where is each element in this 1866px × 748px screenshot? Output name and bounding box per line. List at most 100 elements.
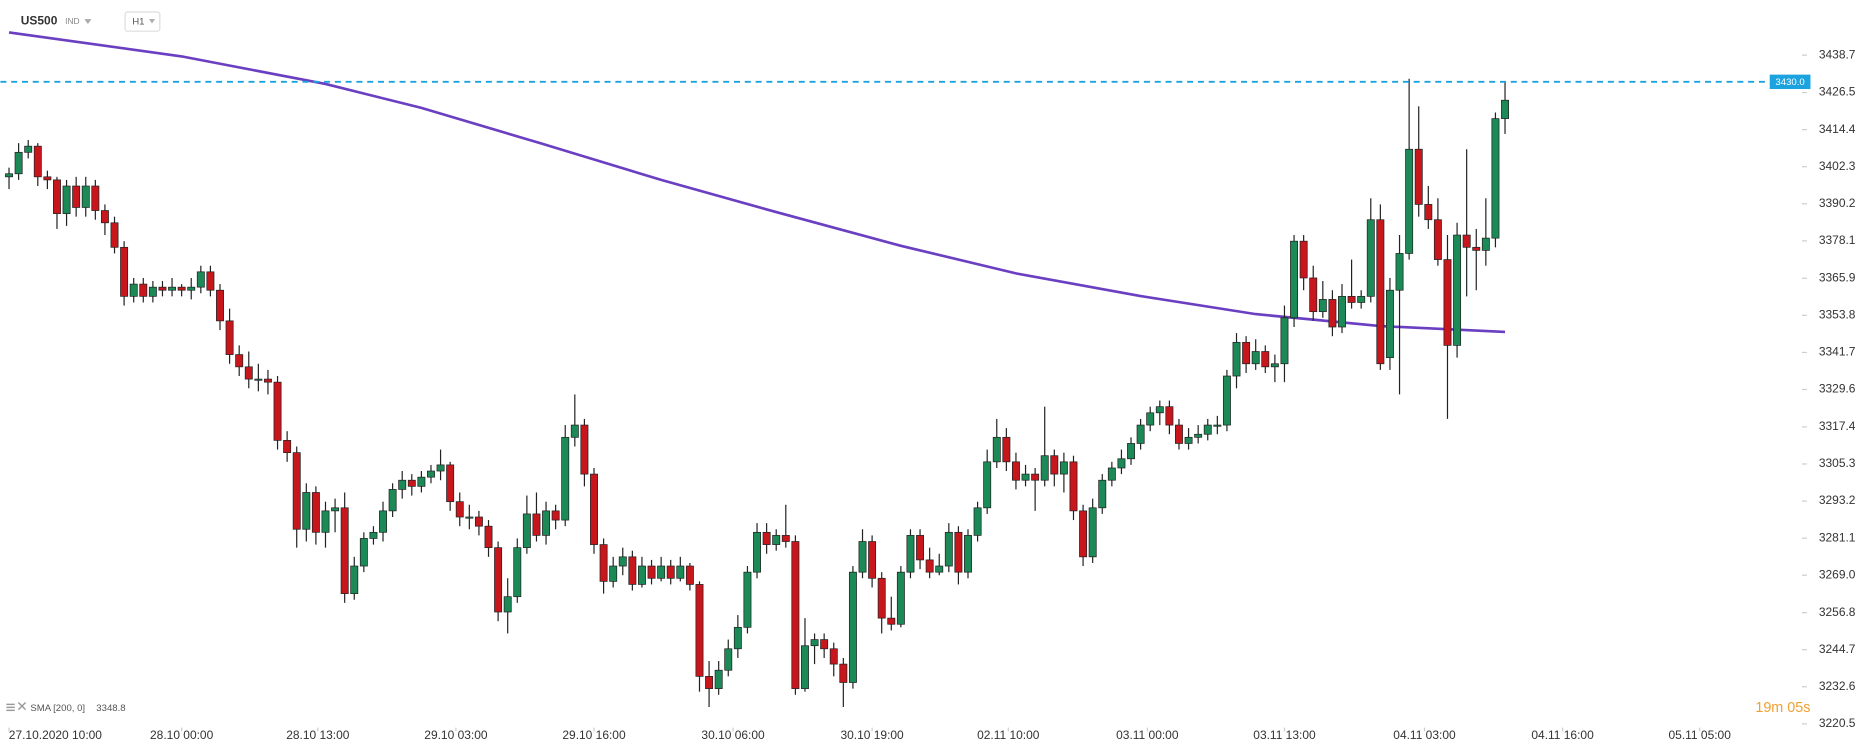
candle-body — [369, 531, 378, 539]
candle-body — [954, 531, 963, 573]
candle-body — [340, 507, 349, 594]
candle-body — [1021, 473, 1030, 481]
candle-body — [1385, 289, 1394, 359]
candle-body — [925, 559, 934, 573]
candle-body — [321, 510, 330, 533]
candle-body — [1424, 204, 1433, 221]
candle-body — [177, 286, 186, 291]
candle-body — [1107, 467, 1116, 481]
candle-body — [829, 648, 838, 665]
candle-body — [1203, 424, 1212, 435]
candle-body — [1414, 148, 1423, 205]
instrument-type: IND — [65, 16, 79, 26]
candle-body — [292, 452, 301, 530]
candle-body — [637, 565, 646, 585]
candle-body — [522, 513, 531, 549]
candle-body — [1318, 299, 1327, 313]
candle-body — [1222, 375, 1231, 426]
candle-body — [187, 286, 196, 291]
x-tick-label: 28.10 00:00 — [150, 728, 214, 742]
indicator-icons[interactable] — [6, 701, 27, 712]
candle-body — [1146, 412, 1155, 426]
candle-body — [772, 535, 781, 545]
candle-body — [532, 513, 541, 536]
candle-body — [906, 535, 915, 573]
candle-countdown: 19m 05s — [1755, 700, 1810, 716]
candle-body — [62, 185, 71, 214]
y-tick-label: 3414.4 — [1819, 122, 1856, 136]
candle-body — [820, 639, 829, 650]
candle-body — [148, 286, 157, 297]
candle-body — [244, 366, 253, 380]
candle-body — [1127, 443, 1135, 460]
candle-body — [1309, 277, 1318, 313]
candle-body — [1462, 234, 1471, 248]
candle-body — [379, 510, 387, 533]
y-tick-label: 3220.5 — [1819, 716, 1856, 730]
candle-body — [570, 424, 579, 438]
x-tick-label: 27.10.2020 10:00 — [9, 728, 103, 742]
candle-body — [1050, 455, 1059, 475]
sma-line — [8, 31, 1506, 334]
y-tick-label: 3293.2 — [1819, 493, 1856, 507]
close-icon — [17, 701, 27, 711]
candle-body — [465, 516, 474, 519]
candle-body — [762, 531, 771, 545]
candle-body — [436, 464, 445, 472]
candle-body — [1472, 246, 1481, 251]
y-tick-label: 3365.9 — [1819, 270, 1856, 284]
x-tick-label: 04.11 16:00 — [1531, 728, 1594, 742]
plot-area: 3438.7 3426.5 3414.4 3402.3 3390.2 3378.1 3365… — [0, 31, 1856, 742]
candle-body — [398, 479, 407, 490]
x-tick-label: 03.11 13:00 — [1253, 728, 1316, 742]
candle-body — [1270, 363, 1279, 368]
candle-body — [388, 489, 397, 512]
candle-body — [561, 436, 570, 521]
candle-body — [896, 571, 905, 625]
candle-body — [868, 541, 877, 579]
candle-body — [916, 535, 925, 561]
candle-body — [1501, 99, 1509, 119]
y-tick-label: 3232.6 — [1819, 679, 1856, 693]
candle-body — [359, 538, 368, 567]
candle-body — [1357, 295, 1366, 303]
candle-body — [1261, 351, 1270, 368]
candle-body — [685, 565, 694, 585]
timeframe-button[interactable] — [124, 11, 161, 32]
y-tick-label: 3390.2 — [1819, 196, 1856, 210]
icon — [6, 703, 15, 706]
y-tick-label: 3305.3 — [1819, 456, 1856, 470]
candle-body — [311, 492, 320, 533]
candle-body — [1491, 118, 1500, 239]
candle-body — [5, 173, 13, 178]
candle-body — [1117, 458, 1126, 469]
candle-body — [542, 510, 551, 536]
candle-body — [484, 525, 493, 549]
x-tick-label: 28.10 13:00 — [286, 728, 350, 742]
candle-body — [24, 145, 33, 153]
candle-body — [1242, 341, 1251, 365]
x-tick-label: 29.10 03:00 — [424, 728, 488, 742]
candle-body — [33, 145, 42, 178]
y-tick-label: 3269.0 — [1819, 567, 1856, 581]
candle-body — [1366, 219, 1375, 297]
y-tick-label: 3341.7 — [1819, 345, 1856, 359]
candle-body — [935, 565, 944, 573]
indicator-value: 3348.8 — [96, 703, 125, 714]
candle-body — [235, 354, 244, 368]
dropdown-arrow[interactable] — [84, 19, 92, 24]
candle-body — [1031, 473, 1040, 481]
candle-body — [494, 547, 503, 613]
candle-body — [1069, 461, 1078, 512]
candle-body — [417, 476, 426, 487]
indicator-name: SMA — [30, 703, 51, 714]
y-tick-label: 3402.3 — [1819, 159, 1856, 173]
candle-body — [676, 565, 685, 579]
candle-body — [848, 571, 857, 683]
candle-body — [1443, 259, 1452, 346]
candle-body — [1175, 424, 1183, 444]
candle-body — [887, 617, 896, 625]
candle-body — [263, 378, 272, 383]
candle-body — [427, 470, 435, 478]
